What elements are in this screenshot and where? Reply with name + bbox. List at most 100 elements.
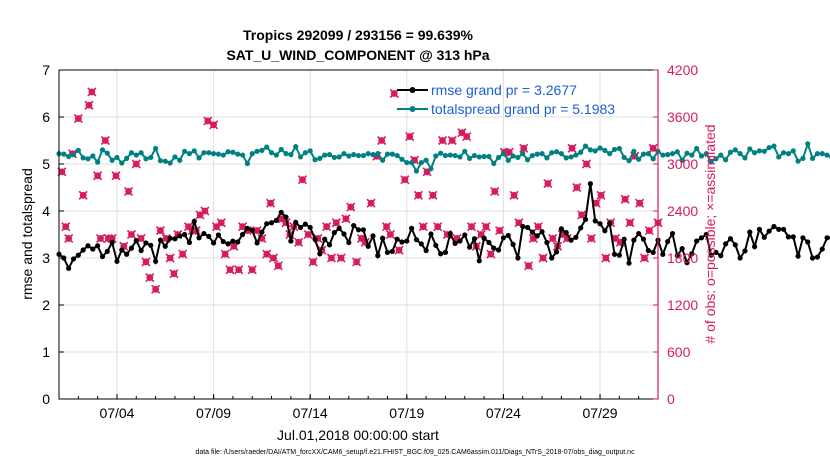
point-spread <box>809 155 816 161</box>
obs-marker-cross <box>100 135 110 146</box>
point-spread <box>312 157 318 163</box>
obs-marker <box>377 135 387 146</box>
obs-marker-cross <box>336 253 346 263</box>
point-rmse <box>167 235 173 241</box>
point-rmse <box>491 245 497 251</box>
point-spread <box>124 155 130 161</box>
point-spread <box>404 159 410 166</box>
obs-marker-cross <box>78 190 88 200</box>
x-tick-label: 07/29 <box>583 405 618 421</box>
obs-marker <box>111 171 121 181</box>
point-spread <box>587 147 593 153</box>
obs-marker <box>586 233 596 243</box>
point-spread <box>737 151 743 157</box>
obs-marker-cross <box>538 253 548 263</box>
obs-marker <box>326 253 337 263</box>
point-spread <box>399 156 405 162</box>
obs-marker-cross <box>572 182 582 193</box>
obs-marker <box>216 218 226 228</box>
obs-marker-cross <box>61 222 71 232</box>
obs-marker <box>145 273 155 283</box>
obs-marker <box>73 114 83 124</box>
point-rmse <box>621 236 627 242</box>
point-rmse <box>563 230 569 236</box>
point-rmse <box>220 238 226 245</box>
obs-markers <box>57 87 663 294</box>
point-rmse <box>162 243 168 249</box>
series-lines <box>56 140 830 271</box>
point-rmse <box>587 181 593 187</box>
point-spread <box>814 151 821 157</box>
obs-marker-cross <box>447 135 457 146</box>
point-rmse <box>114 258 120 264</box>
point-spread <box>254 148 260 154</box>
point-rmse <box>824 235 830 241</box>
point-spread <box>148 154 154 161</box>
obs-marker <box>405 132 415 142</box>
point-spread <box>288 152 294 158</box>
obs-marker-cross <box>494 226 505 236</box>
obs-marker-cross <box>220 249 230 259</box>
point-rmse <box>771 223 777 230</box>
obs-marker <box>100 135 110 146</box>
y2-tick-label: 3600 <box>667 109 698 125</box>
point-spread <box>607 151 613 157</box>
point-rmse <box>297 224 304 231</box>
point-spread <box>780 150 787 156</box>
y-tick-label: 0 <box>42 391 50 407</box>
point-rmse <box>148 242 154 248</box>
point-spread <box>805 141 811 147</box>
point-spread <box>201 150 207 156</box>
point-rmse <box>689 251 695 257</box>
obs-marker <box>447 135 457 146</box>
obs-marker <box>308 257 318 267</box>
point-rmse <box>732 242 738 248</box>
obs-marker <box>234 265 244 275</box>
point-rmse <box>742 248 748 254</box>
y-tick-label: 1 <box>42 344 50 360</box>
legend: rmse grand pr = 3.2677 totalspread grand… <box>397 82 615 117</box>
point-rmse <box>486 239 492 246</box>
obs-marker-cross <box>394 245 404 255</box>
data-file-footer: data file: /Users/raeder/DAI/ATM_forcXX/… <box>195 449 635 456</box>
point-rmse <box>592 218 598 224</box>
obs-marker-cross <box>543 179 553 189</box>
obs-marker-cross <box>169 269 179 279</box>
point-spread <box>500 151 507 157</box>
point-spread <box>529 152 536 159</box>
point-spread <box>442 152 449 159</box>
obs-marker <box>294 237 304 247</box>
point-rmse <box>177 233 183 239</box>
point-rmse <box>636 230 642 237</box>
point-spread <box>790 148 796 154</box>
obs-marker-cross <box>225 265 235 275</box>
obs-marker-cross <box>400 175 410 185</box>
point-rmse <box>626 260 632 266</box>
point-rmse <box>611 251 618 257</box>
y2-axis-label: # of obs: o=possible; ×=assimilated <box>702 124 718 343</box>
point-spread <box>771 143 777 149</box>
point-spread <box>206 150 212 156</box>
y-axis-label: rmse and totalspread <box>19 168 35 300</box>
obs-marker <box>123 186 134 196</box>
point-spread <box>467 155 473 161</box>
obs-marker-cross <box>567 143 577 153</box>
point-rmse <box>409 225 415 231</box>
point-spread <box>331 154 337 161</box>
point-spread <box>645 151 651 157</box>
point-rmse <box>500 235 507 241</box>
obs-marker <box>437 135 448 146</box>
obs-marker-cross <box>405 132 415 142</box>
point-spread <box>109 157 115 163</box>
obs-marker <box>107 233 117 243</box>
point-spread <box>210 151 217 157</box>
obs-marker <box>577 210 587 220</box>
point-rmse <box>302 221 308 227</box>
obs-marker <box>581 159 592 169</box>
obs-marker-cross <box>107 233 117 243</box>
point-spread <box>689 152 695 158</box>
obs-marker <box>494 226 505 236</box>
point-rmse <box>723 241 729 247</box>
obs-marker <box>644 226 654 236</box>
